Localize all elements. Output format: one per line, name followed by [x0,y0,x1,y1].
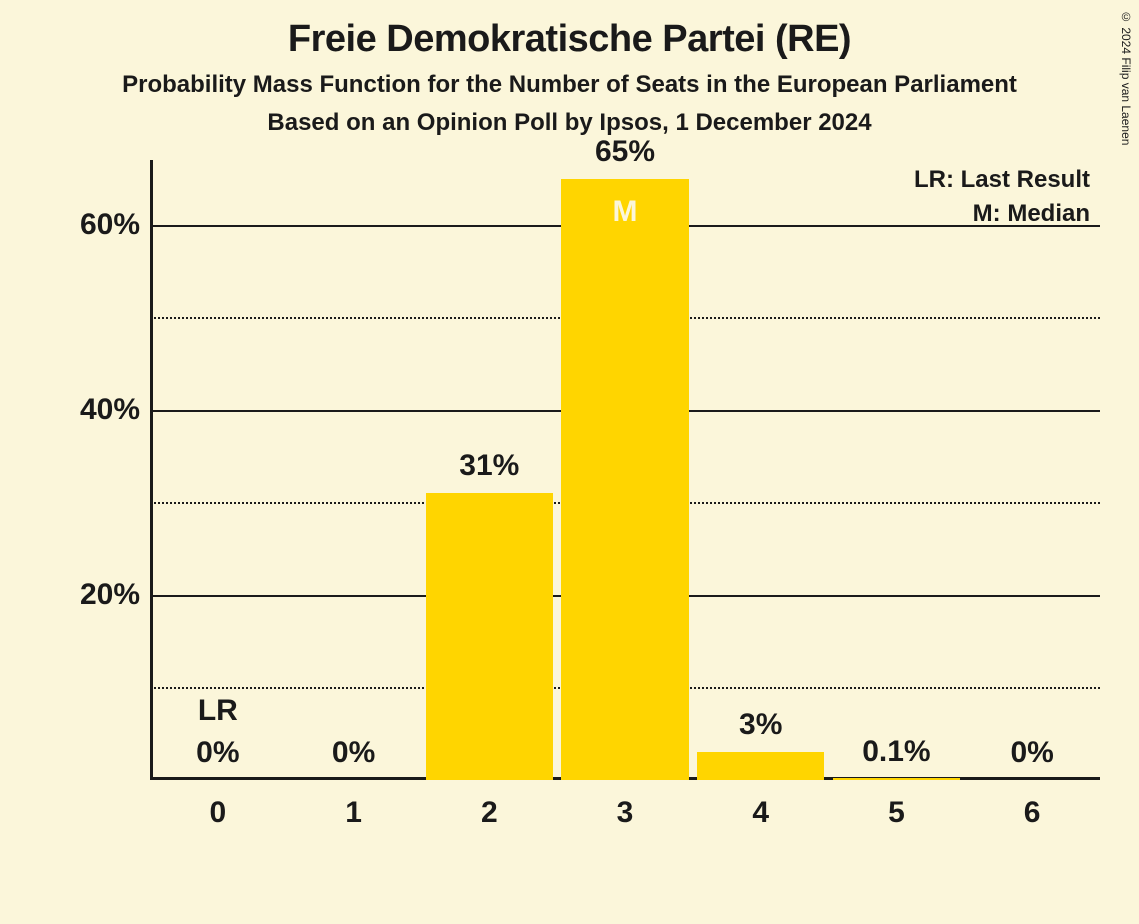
x-tick-label: 3 [617,796,634,830]
y-tick-label: 20% [60,578,140,612]
x-tick-label: 2 [481,796,498,830]
bar-value-label: 65% [595,135,655,169]
legend-lr: LR: Last Result [914,166,1090,194]
median-marker: M [613,195,638,229]
bar-value-label: 3% [739,708,782,742]
y-tick-label: 60% [60,208,140,242]
copyright-text: © 2024 Filip van Laenen [1119,10,1133,145]
x-tick-label: 0 [210,796,227,830]
plot-region: LR: Last Result M: Median 20%40%60%00%LR… [150,160,1100,780]
bar-value-label: 0% [332,736,375,770]
bar-value-label: 0% [196,736,239,770]
bar-value-label: 0.1% [862,735,930,769]
bar-value-label: 0% [1010,736,1053,770]
bar [561,179,689,780]
y-tick-label: 40% [60,393,140,427]
lr-label: LR [198,694,238,728]
x-tick-label: 1 [345,796,362,830]
x-tick-label: 4 [752,796,769,830]
x-tick-label: 5 [888,796,905,830]
chart-subtitle-2: Based on an Opinion Poll by Ipsos, 1 Dec… [0,109,1139,137]
bar [697,752,825,780]
chart-area: LR: Last Result M: Median 20%40%60%00%LR… [90,160,1100,840]
bar [426,493,554,780]
x-tick-label: 6 [1024,796,1041,830]
chart-subtitle-1: Probability Mass Function for the Number… [0,71,1139,99]
bar-value-label: 31% [459,449,519,483]
chart-title: Freie Demokratische Partei (RE) [0,18,1139,61]
bar [833,778,961,780]
